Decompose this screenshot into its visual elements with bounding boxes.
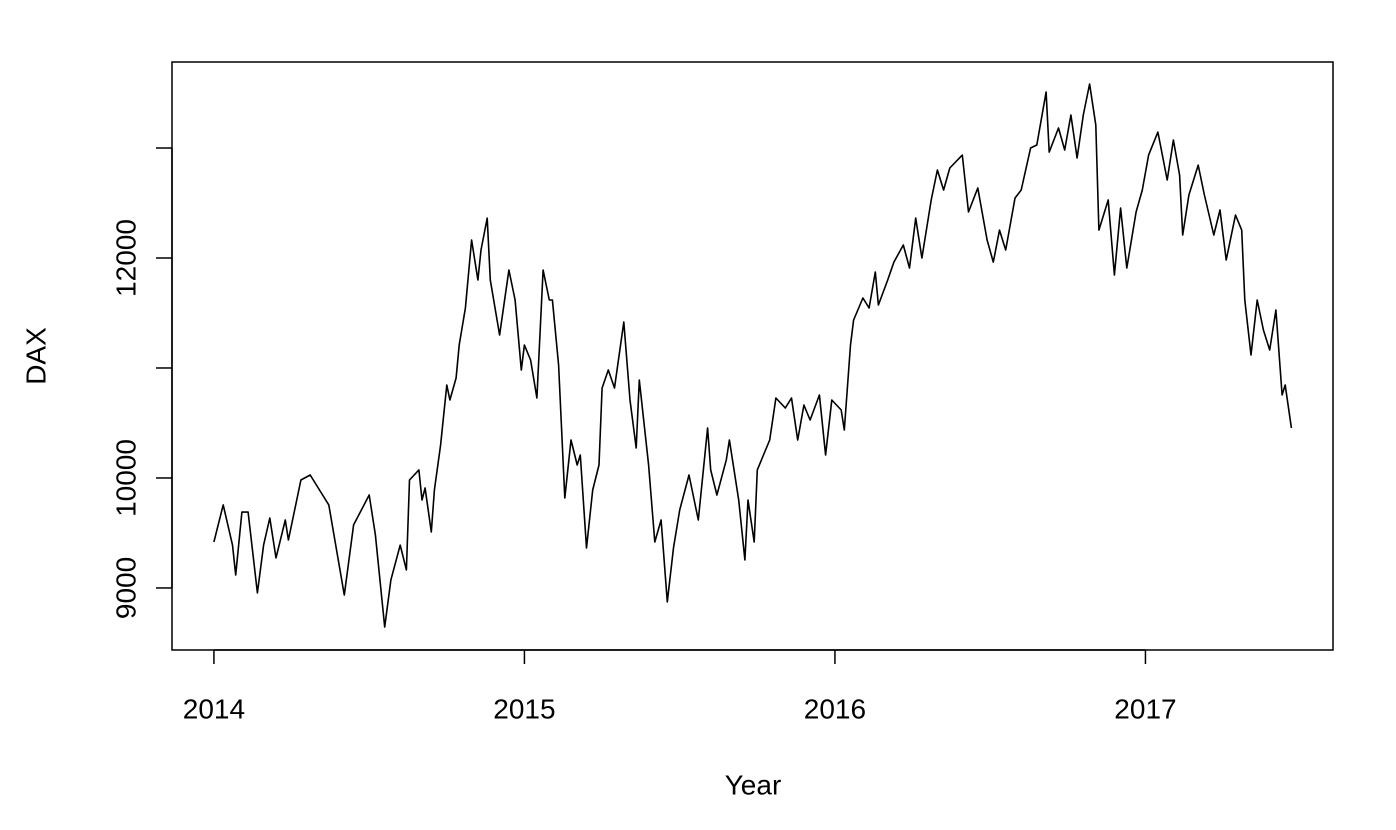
x-tick-label: 2017: [1114, 693, 1176, 724]
x-tick-label: 2014: [183, 693, 245, 724]
y-axis-label: DAX: [20, 327, 51, 385]
y-tick-label: 12000: [110, 219, 141, 297]
x-axis-label: Year: [725, 769, 782, 800]
y-tick-label: 10000: [110, 439, 141, 517]
plot-box: [171, 61, 1334, 651]
y-tick-label: 9000: [110, 557, 141, 619]
x-tick-label: 2016: [804, 693, 866, 724]
x-tick-label: 2015: [493, 693, 555, 724]
data-line: [213, 83, 1293, 628]
